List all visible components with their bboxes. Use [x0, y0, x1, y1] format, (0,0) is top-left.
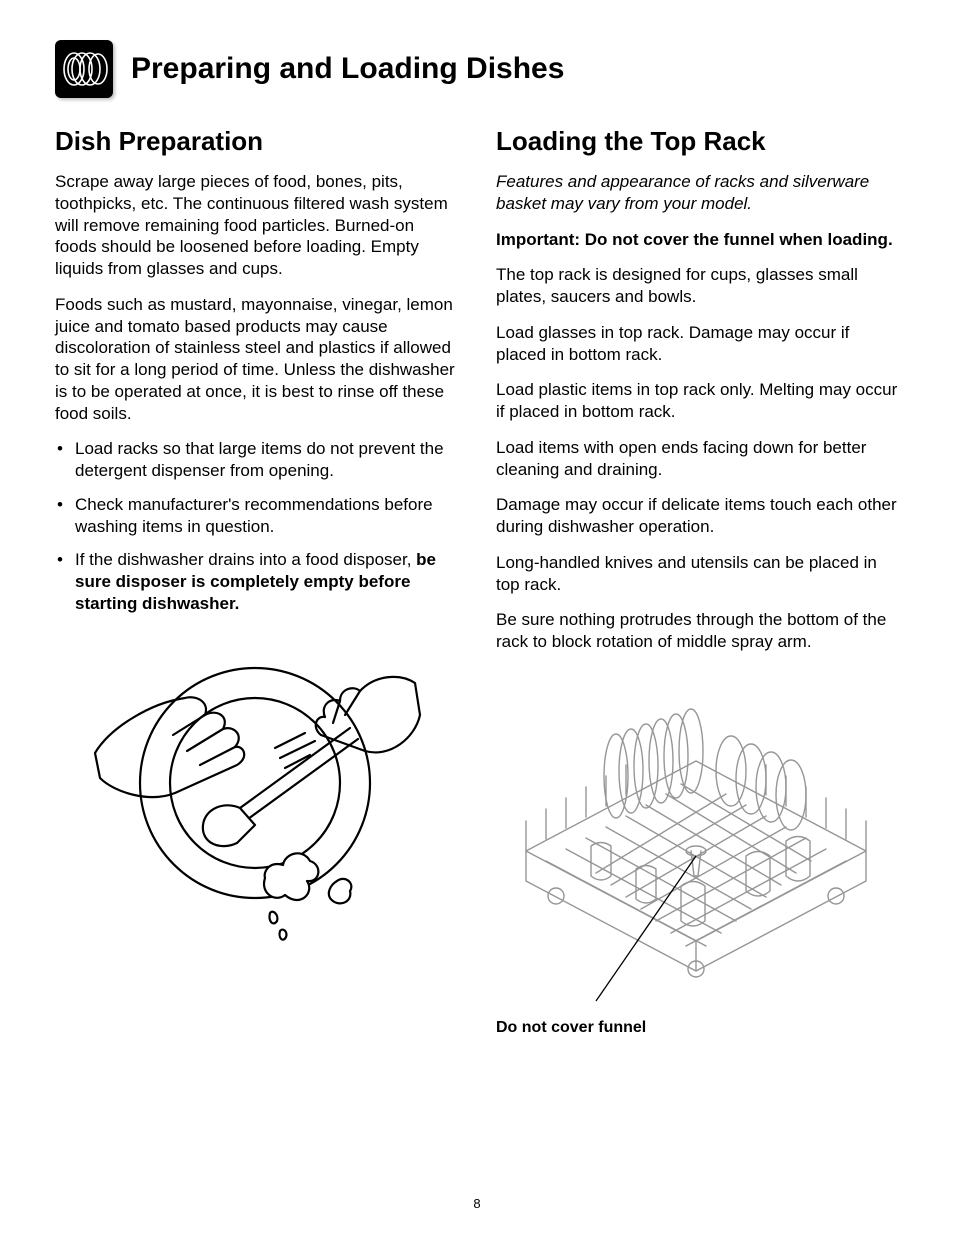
top-rack-p3: Load plastic items in top rack only. Mel… — [496, 379, 899, 423]
dish-prep-list: Load racks so that large items do not pr… — [55, 438, 458, 614]
dish-prep-p2: Foods such as mustard, mayonnaise, vineg… — [55, 294, 458, 425]
top-rack-p7: Be sure nothing protrudes through the bo… — [496, 609, 899, 653]
page-number: 8 — [0, 1196, 954, 1211]
list-item: Load racks so that large items do not pr… — [75, 438, 458, 482]
top-rack-note: Features and appearance of racks and sil… — [496, 171, 899, 215]
list-item: If the dishwasher drains into a food dis… — [75, 549, 458, 614]
rack-caption: Do not cover funnel — [496, 1019, 899, 1037]
top-rack-p2: Load glasses in top rack. Damage may occ… — [496, 322, 899, 366]
scraping-plate-illustration — [55, 643, 458, 943]
top-rack-p6: Long-handled knives and utensils can be … — [496, 552, 899, 596]
top-rack-p1: The top rack is designed for cups, glass… — [496, 264, 899, 308]
left-column: Dish Preparation Scrape away large piece… — [55, 126, 458, 1037]
dishes-icon — [55, 40, 113, 98]
top-rack-p4: Load items with open ends facing down fo… — [496, 437, 899, 481]
page-header: Preparing and Loading Dishes — [55, 40, 899, 98]
list-item: Check manufacturer's recommendations bef… — [75, 494, 458, 538]
top-rack-important: Important: Do not cover the funnel when … — [496, 229, 899, 251]
top-rack-illustration: Do not cover funnel — [496, 681, 899, 1037]
list-item-prefix: If the dishwasher drains into a food dis… — [75, 550, 416, 569]
dish-prep-p1: Scrape away large pieces of food, bones,… — [55, 171, 458, 280]
dish-prep-heading: Dish Preparation — [55, 126, 458, 157]
top-rack-heading: Loading the Top Rack — [496, 126, 899, 157]
content-columns: Dish Preparation Scrape away large piece… — [55, 126, 899, 1037]
page-title: Preparing and Loading Dishes — [131, 52, 564, 86]
top-rack-p5: Damage may occur if delicate items touch… — [496, 494, 899, 538]
right-column: Loading the Top Rack Features and appear… — [496, 126, 899, 1037]
